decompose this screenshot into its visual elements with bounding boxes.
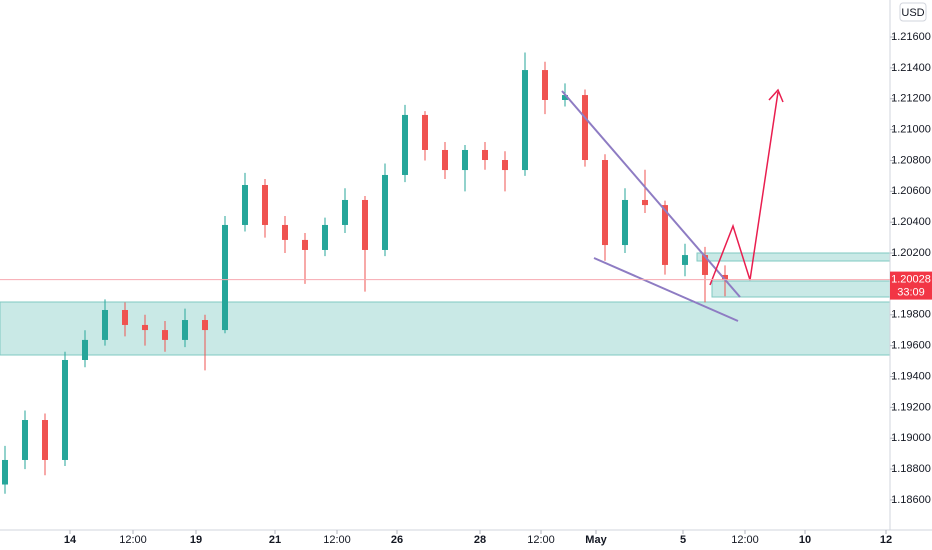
candle-body	[102, 309, 108, 340]
candle-body	[302, 239, 308, 250]
x-tick-label: 12:00	[527, 534, 555, 546]
y-tick-label: 1.18800	[891, 463, 931, 475]
current-price-label: 1.20028	[891, 274, 931, 286]
y-tick-label: 1.19000	[891, 432, 931, 444]
candle-body	[262, 185, 268, 225]
candle-body	[722, 274, 728, 281]
x-tick-label: 28	[474, 534, 486, 546]
y-tick-label: 1.20600	[891, 185, 931, 197]
candle-body	[542, 70, 548, 100]
x-tick-label: 10	[799, 534, 811, 546]
candle-body	[522, 70, 528, 171]
candle-body	[182, 320, 188, 340]
currency-box	[899, 2, 927, 22]
y-tick-label: 1.19400	[891, 370, 931, 382]
current-price-box	[890, 271, 932, 300]
y-tick-label: 1.20200	[891, 247, 931, 259]
x-tick-label: 21	[269, 534, 281, 546]
candle-body	[682, 255, 688, 265]
candle-body	[2, 459, 8, 485]
y-tick-label: 1.19200	[891, 401, 931, 413]
x-tick-label: 12	[880, 534, 892, 546]
candle-body	[322, 224, 328, 250]
currency: USD	[901, 7, 924, 19]
demand-zone	[0, 301, 891, 356]
y-tick-label: 1.20400	[891, 216, 931, 228]
candle-body	[142, 324, 148, 331]
candle-body	[202, 320, 208, 331]
candle-body	[502, 160, 508, 171]
candle-body	[702, 255, 708, 275]
candle-body	[42, 420, 48, 460]
candle-body	[282, 224, 288, 240]
candle-body	[222, 224, 228, 331]
y-tick-label: 1.20800	[891, 154, 931, 166]
x-tick-label: 12:00	[119, 534, 147, 546]
candle-body	[422, 114, 428, 150]
candle-body	[442, 149, 448, 171]
y-tick-label: 1.21000	[891, 124, 931, 136]
candle-body	[382, 174, 388, 250]
plot	[2, 52, 728, 494]
x-tick-label: 12:00	[731, 534, 759, 546]
candle-body	[562, 95, 568, 100]
candle-body	[62, 359, 68, 460]
y-tick-label: 1.21600	[891, 31, 931, 43]
candle-body	[362, 199, 368, 250]
y-tick-label: 1.21400	[891, 62, 931, 74]
candle-body	[642, 199, 648, 206]
candle-body	[462, 149, 468, 171]
candle-body	[122, 309, 128, 325]
arrow-head	[768, 88, 784, 103]
x-tick-label: 12:00	[323, 534, 351, 546]
candle-body	[482, 149, 488, 161]
candle-body	[342, 199, 348, 225]
candle-body	[582, 95, 588, 161]
resistance-zone	[696, 252, 891, 262]
projection-arrow	[709, 91, 779, 286]
candle-body	[82, 339, 88, 360]
candle-body	[242, 185, 248, 225]
x-tick-label: May	[585, 534, 607, 546]
candle-body	[662, 205, 668, 265]
candle-body	[22, 420, 28, 460]
wedge-top	[561, 90, 741, 298]
wedge-bottom	[593, 257, 739, 322]
y-tick-label: 1.18600	[891, 494, 931, 506]
x-tick-label: 26	[391, 534, 403, 546]
y-tick-label: 1.19800	[891, 309, 931, 321]
y-tick-label: 1.19600	[891, 340, 931, 352]
candle-body	[402, 114, 408, 175]
candle-body	[622, 199, 628, 246]
x-tick-label: 5	[680, 534, 686, 546]
y-tick-label: 1.21200	[891, 93, 931, 105]
x-tick-label: 19	[190, 534, 202, 546]
candle-body	[162, 330, 168, 340]
countdown: 33:09	[897, 287, 925, 299]
x-tick-label: 14	[64, 534, 77, 546]
candle-body	[602, 160, 608, 246]
